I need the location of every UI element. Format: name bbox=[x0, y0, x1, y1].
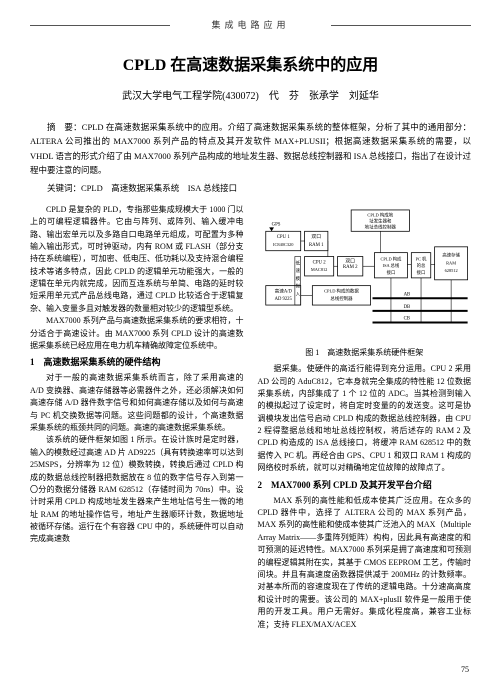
svg-text:双口: 双口 bbox=[345, 258, 355, 264]
left-p4: 该系统的硬件框架如图 1 所示。在设计族时是定时器，输入的模数经过高速 AD 片… bbox=[30, 434, 244, 546]
two-column-body: CPLD 是复杂的 PLD，专指那些集成规模大于 1000 门以上的可编程逻辑器… bbox=[30, 204, 471, 631]
svg-text:CB: CB bbox=[403, 316, 409, 321]
svg-text:DB: DB bbox=[403, 305, 410, 310]
fig-cpu1-label: CPU 1 bbox=[276, 235, 290, 240]
svg-text:RAM: RAM bbox=[446, 260, 456, 265]
keywords-line: 关键词：CPLD 高速数据采集系统 ISA 总线接口 bbox=[30, 182, 471, 194]
svg-text:模: 模 bbox=[295, 275, 300, 282]
svg-text:速: 速 bbox=[295, 268, 300, 274]
svg-text:入: 入 bbox=[295, 291, 300, 296]
svg-text:628512: 628512 bbox=[444, 268, 457, 273]
svg-text:低: 低 bbox=[295, 259, 300, 266]
left-p3: 对于一般的高速数据采集系统而言，除了采用高速的 A/D 变换器、高速存储器等必需… bbox=[30, 372, 244, 434]
svg-text:高速存储: 高速存储 bbox=[442, 251, 460, 258]
svg-text:IC840C320: IC840C320 bbox=[273, 242, 294, 247]
svg-text:拟: 拟 bbox=[295, 282, 300, 288]
right-p6: MAX 系列的高性能和低成本使其广泛应用。在众多的 CPLD 器件中，选择了 A… bbox=[258, 495, 472, 631]
svg-text:高速A/D: 高速A/D bbox=[274, 287, 292, 294]
page-title: CPLD 在高速数据采集系统中的应用 bbox=[30, 51, 471, 75]
left-column: CPLD 是复杂的 PLD，专指那些集成规模大于 1000 门以上的可编程逻辑器… bbox=[30, 204, 244, 631]
svg-text:RAM 2: RAM 2 bbox=[342, 265, 357, 270]
svg-text:地址总线控制器: 地址总线控制器 bbox=[364, 223, 396, 230]
header-section-label: 集成电路应用 bbox=[30, 18, 471, 31]
right-column: CPU 1 IC840C320 双口 RAM 1 CPLD 构成地 址发生器和 … bbox=[258, 204, 472, 631]
abstract-text: 摘 要：CPLD 在高速数据采集系统中的应用。介绍了高速数据采集系统的整体框架，… bbox=[30, 120, 471, 178]
svg-text:接口: 接口 bbox=[416, 269, 425, 276]
svg-text:MAC812: MAC812 bbox=[310, 267, 326, 272]
page-number: 75 bbox=[461, 665, 469, 674]
svg-text:接口: 接口 bbox=[386, 269, 395, 276]
author-line: 武汉大学电气工程学院(430072) 代 芬 张承学 刘延华 bbox=[30, 87, 471, 102]
left-p2: MAX7000 系列产品与高速数据采集系统的要求相符，十分适合于高速设计。由 M… bbox=[30, 315, 244, 352]
section-2-heading: 2 MAX7000 系列 CPLD 及其开发平台介绍 bbox=[258, 479, 472, 493]
svg-text:总线控制器: 总线控制器 bbox=[330, 295, 353, 302]
svg-text:GPS: GPS bbox=[271, 222, 280, 227]
svg-text:PC 机: PC 机 bbox=[415, 255, 426, 262]
svg-text:双口: 双口 bbox=[311, 234, 321, 240]
svg-text:AB: AB bbox=[403, 292, 410, 297]
figure-1-caption: 图 1 高速数据采集系统硬件框架 bbox=[258, 347, 472, 359]
right-p5: 据采集。使硬件的高适行能得到充分运用。CPU 2 采用 AD 公司的 AduC8… bbox=[258, 363, 472, 475]
svg-text:AD 9225: AD 9225 bbox=[274, 297, 292, 302]
figure-1-diagram: CPU 1 IC840C320 双口 RAM 1 CPLD 构成地 址发生器和 … bbox=[258, 204, 472, 344]
svg-text:RAM 1: RAM 1 bbox=[308, 243, 323, 248]
left-p1: CPLD 是复杂的 PLD，专指那些集成规模大于 1000 门以上的可编程逻辑器… bbox=[30, 204, 244, 316]
svg-text:CPU 2: CPU 2 bbox=[312, 260, 326, 265]
section-1-heading: 1 高速数据采集系统的硬件结构 bbox=[30, 356, 244, 370]
svg-text:的总: 的总 bbox=[416, 262, 425, 269]
svg-text:CPLD 构成: CPLD 构成 bbox=[380, 255, 402, 262]
svg-text:ISA 总线: ISA 总线 bbox=[382, 262, 399, 268]
svg-text:CPLD 构成的数据: CPLD 构成的数据 bbox=[324, 287, 359, 294]
